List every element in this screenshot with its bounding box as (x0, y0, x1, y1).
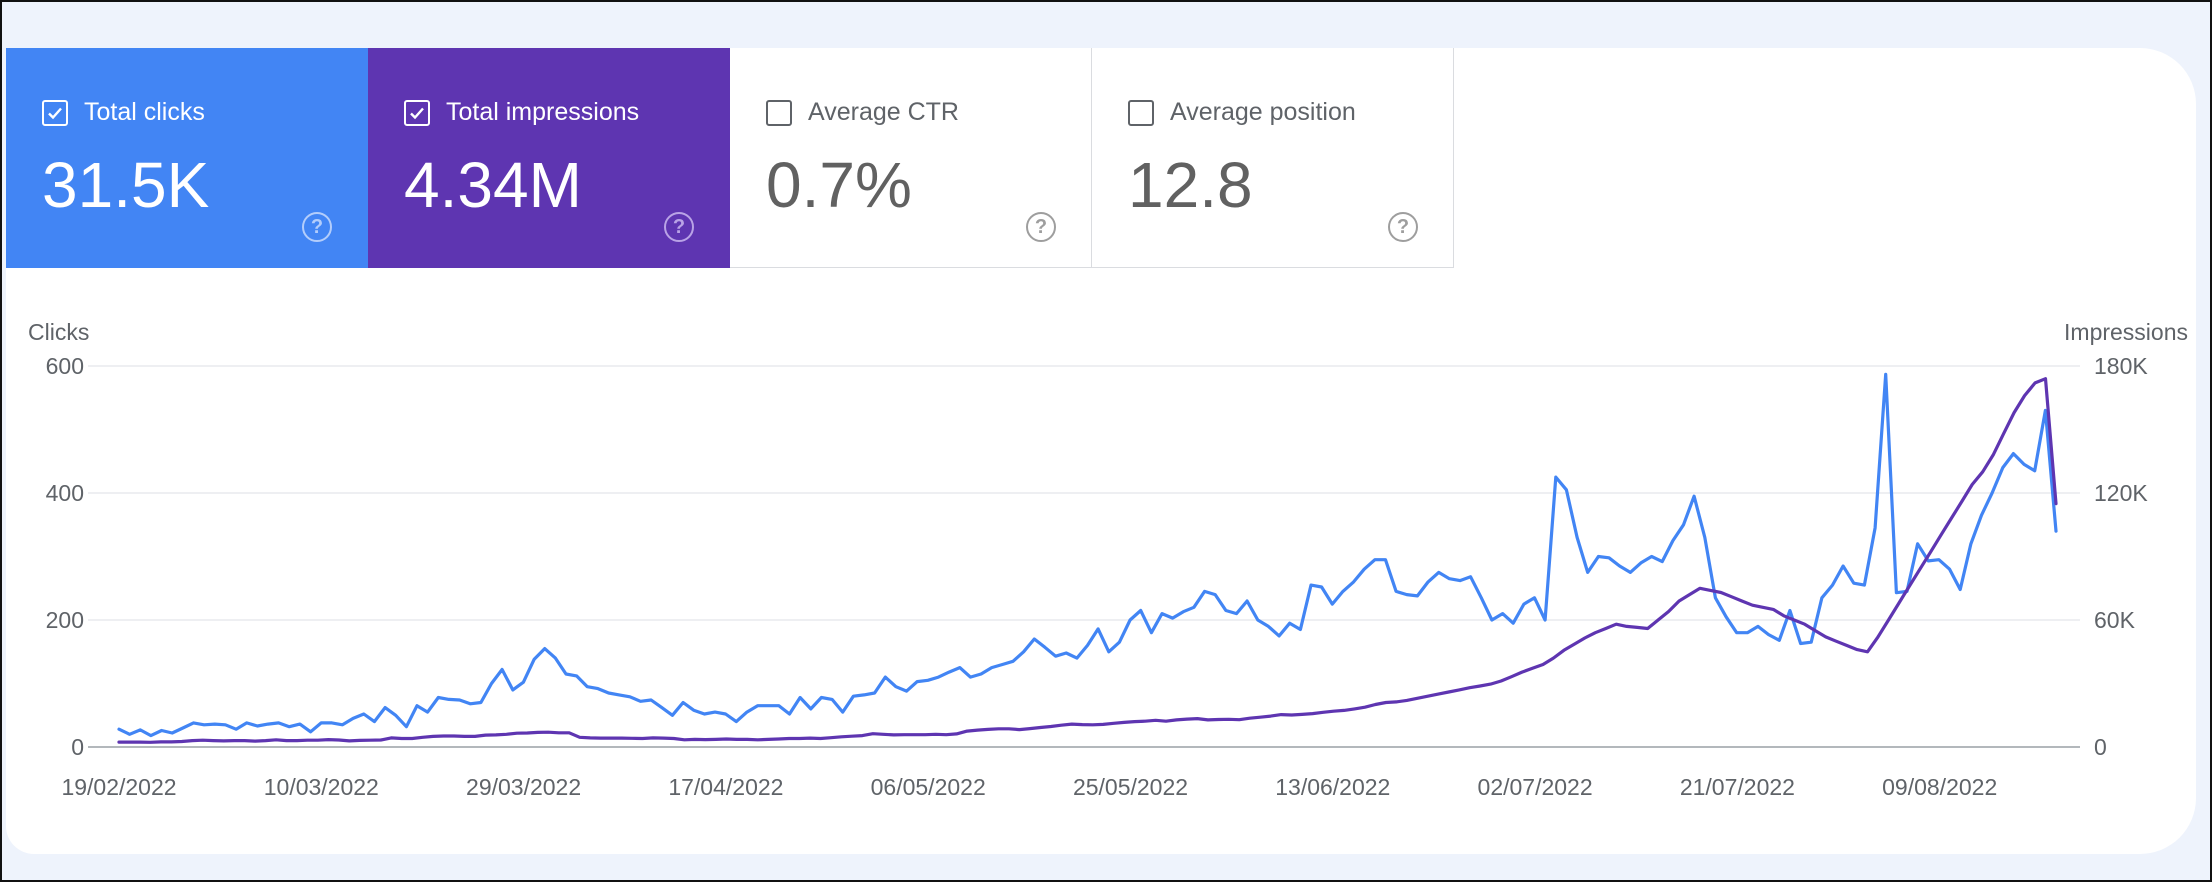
total-impressions-checkbox[interactable] (404, 99, 430, 126)
check-icon (48, 107, 62, 119)
metric-value: 0.7% (766, 149, 912, 221)
performance-chart: Clicks Impressions 0 200 400 600 0 60K 120K 18… (28, 319, 2188, 800)
x-tick-label: 13/06/2022 (1275, 774, 1390, 800)
performance-card: Total clicks 31.5K ? Total impressions 4… (6, 48, 2196, 854)
x-axis-ticks: 19/02/2022 10/03/2022 29/03/2022 17/04/2022… (61, 774, 1997, 800)
x-tick-label: 25/05/2022 (1073, 774, 1188, 800)
x-tick-label: 19/02/2022 (61, 774, 176, 800)
metric-value: 31.5K (42, 149, 210, 221)
total-clicks-checkbox[interactable] (42, 99, 68, 126)
left-axis-ticks: 0 200 400 600 (46, 353, 84, 760)
metric-total-impressions[interactable]: Total impressions 4.34M ? (368, 48, 730, 268)
right-tick-label: 120K (2094, 480, 2148, 506)
left-tick-label: 600 (46, 353, 84, 379)
left-axis-title: Clicks (28, 319, 89, 345)
help-icon[interactable]: ? (664, 212, 694, 242)
help-icon[interactable]: ? (302, 212, 332, 242)
average-ctr-checkbox[interactable] (766, 99, 792, 126)
metric-average-ctr[interactable]: Average CTR 0.7% ? (730, 48, 1092, 268)
help-icon[interactable]: ? (1388, 212, 1418, 242)
metric-tabs: Total clicks 31.5K ? Total impressions 4… (6, 48, 1454, 268)
metric-label: Average CTR (808, 98, 959, 126)
x-tick-label: 21/07/2022 (1680, 774, 1795, 800)
help-icon[interactable]: ? (1026, 212, 1056, 242)
impressions-series-line (117, 377, 2058, 744)
right-tick-label: 180K (2094, 353, 2148, 379)
grid-lines (88, 365, 2080, 748)
x-tick-label: 02/07/2022 (1478, 774, 1593, 800)
metric-header: Total clicks (42, 98, 205, 127)
check-icon (410, 107, 424, 119)
right-tick-label: 60K (2094, 607, 2136, 633)
left-tick-label: 200 (46, 607, 84, 633)
right-axis-title: Impressions (2064, 319, 2188, 345)
metric-value: 4.34M (404, 149, 582, 221)
clicks-series-line (117, 372, 2058, 738)
metric-label: Average position (1170, 98, 1356, 126)
series-lines (117, 372, 2058, 744)
metric-label: Total impressions (446, 98, 640, 126)
average-position-checkbox[interactable] (1128, 99, 1154, 126)
x-tick-label: 06/05/2022 (871, 774, 986, 800)
x-tick-label: 10/03/2022 (264, 774, 379, 800)
metric-header: Average CTR (766, 98, 959, 127)
x-tick-label: 09/08/2022 (1882, 774, 1997, 800)
metric-value: 12.8 (1128, 149, 1253, 221)
metric-header: Average position (1128, 98, 1356, 127)
x-tick-label: 29/03/2022 (466, 774, 581, 800)
metric-header: Total impressions (404, 98, 639, 127)
metric-label: Total clicks (84, 98, 205, 126)
right-tick-label: 0 (2094, 734, 2107, 760)
left-tick-label: 0 (71, 734, 84, 760)
metric-total-clicks[interactable]: Total clicks 31.5K ? (6, 48, 368, 268)
right-axis-ticks: 0 60K 120K 180K (2094, 353, 2148, 760)
metric-average-position[interactable]: Average position 12.8 ? (1092, 48, 1454, 268)
left-tick-label: 400 (46, 480, 84, 506)
x-tick-label: 17/04/2022 (668, 774, 783, 800)
